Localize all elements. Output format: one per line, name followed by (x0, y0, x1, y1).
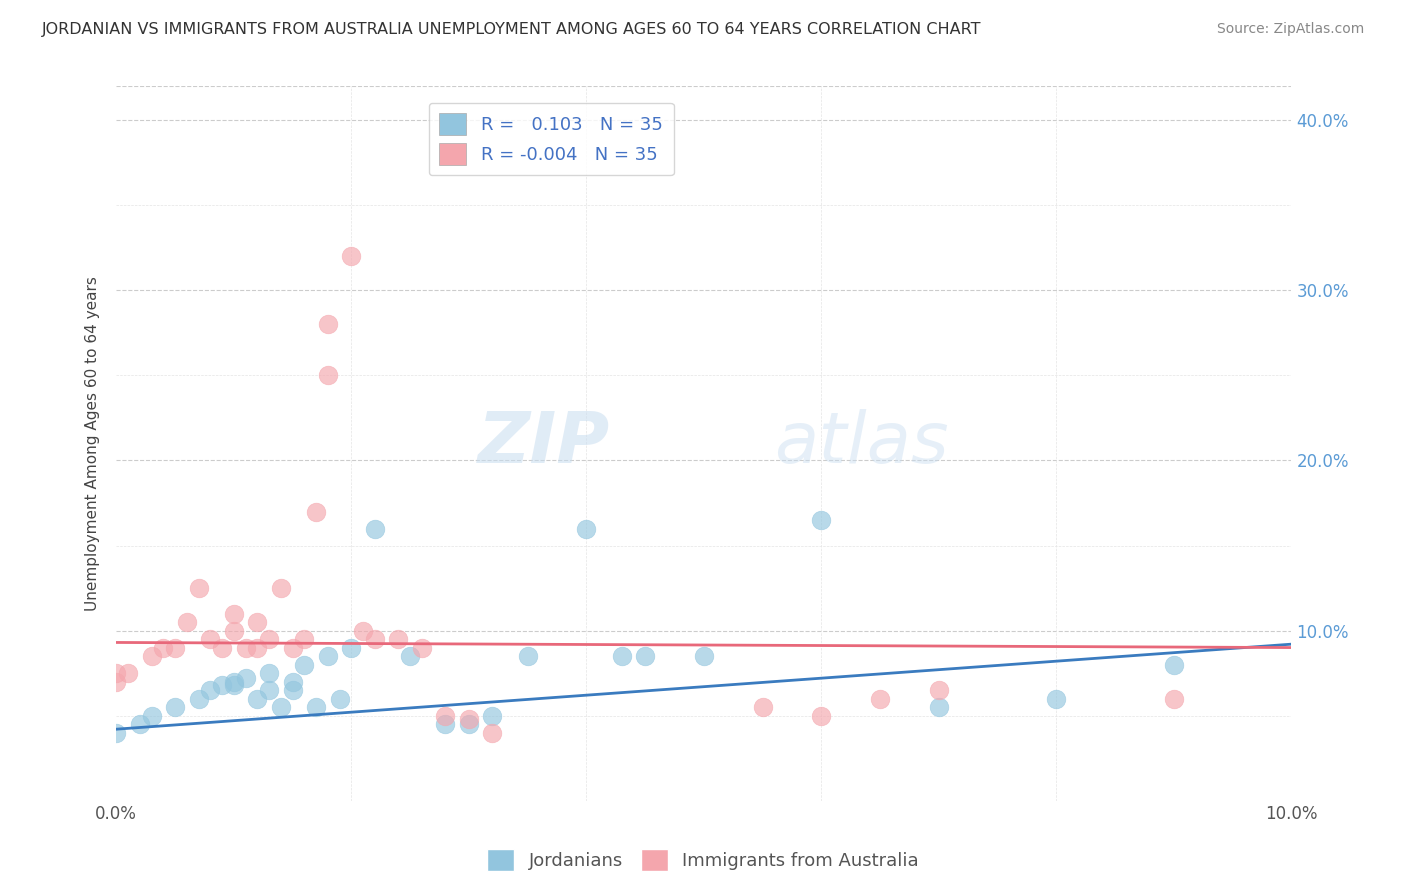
Point (329, 691, 352, 706)
Point (305, 504, 328, 518)
Point (928, 700, 950, 714)
Legend: Jordanians, Immigrants from Australia: Jordanians, Immigrants from Australia (479, 842, 927, 879)
Point (364, 522, 387, 536)
Point (187, 691, 209, 706)
Point (610, 649, 633, 664)
Point (128, 717, 150, 731)
Point (222, 674, 245, 689)
Point (481, 725, 503, 739)
Point (316, 649, 339, 664)
Point (340, 640, 363, 655)
Y-axis label: Unemployment Among Ages 60 to 64 years: Unemployment Among Ages 60 to 64 years (86, 276, 100, 611)
Point (105, 666, 128, 681)
Point (751, 700, 773, 714)
Point (222, 607, 245, 621)
Point (1163, 691, 1185, 706)
Point (235, 671, 257, 685)
Point (257, 683, 280, 698)
Point (211, 640, 233, 655)
Point (222, 624, 245, 638)
Point (152, 640, 174, 655)
Point (105, 725, 128, 739)
Point (141, 649, 163, 664)
Point (163, 700, 186, 714)
Legend: R =   0.103   N = 35, R = -0.004   N = 35: R = 0.103 N = 35, R = -0.004 N = 35 (429, 103, 673, 176)
Point (869, 691, 891, 706)
Point (1163, 657, 1185, 672)
Point (1045, 691, 1067, 706)
Point (235, 640, 257, 655)
Point (281, 683, 304, 698)
Point (434, 708, 457, 723)
Text: atlas: atlas (775, 409, 949, 478)
Point (457, 712, 479, 726)
Point (117, 666, 139, 681)
Point (200, 683, 222, 698)
Point (516, 649, 538, 664)
Point (928, 683, 950, 698)
Point (141, 708, 163, 723)
Point (281, 674, 304, 689)
Point (270, 700, 292, 714)
Point (481, 708, 503, 723)
Point (810, 513, 832, 527)
Point (246, 615, 269, 629)
Point (105, 674, 128, 689)
Point (246, 640, 269, 655)
Point (340, 249, 363, 263)
Point (211, 678, 233, 692)
Point (292, 657, 315, 672)
Text: Source: ZipAtlas.com: Source: ZipAtlas.com (1216, 22, 1364, 37)
Point (810, 708, 832, 723)
Point (387, 632, 409, 646)
Point (222, 678, 245, 692)
Point (575, 522, 598, 536)
Point (257, 632, 280, 646)
Point (187, 581, 209, 595)
Point (200, 632, 222, 646)
Point (693, 649, 716, 664)
Text: ZIP: ZIP (478, 409, 610, 478)
Point (163, 640, 186, 655)
Point (246, 691, 269, 706)
Point (270, 581, 292, 595)
Point (457, 717, 479, 731)
Point (257, 666, 280, 681)
Text: JORDANIAN VS IMMIGRANTS FROM AUSTRALIA UNEMPLOYMENT AMONG AGES 60 TO 64 YEARS CO: JORDANIAN VS IMMIGRANTS FROM AUSTRALIA U… (42, 22, 981, 37)
Point (352, 624, 374, 638)
Point (316, 368, 339, 383)
Point (281, 640, 304, 655)
Point (364, 632, 387, 646)
Point (434, 717, 457, 731)
Point (176, 615, 198, 629)
Point (411, 640, 433, 655)
Point (292, 632, 315, 646)
Point (399, 649, 422, 664)
Point (634, 649, 657, 664)
Point (316, 318, 339, 332)
Point (305, 700, 328, 714)
